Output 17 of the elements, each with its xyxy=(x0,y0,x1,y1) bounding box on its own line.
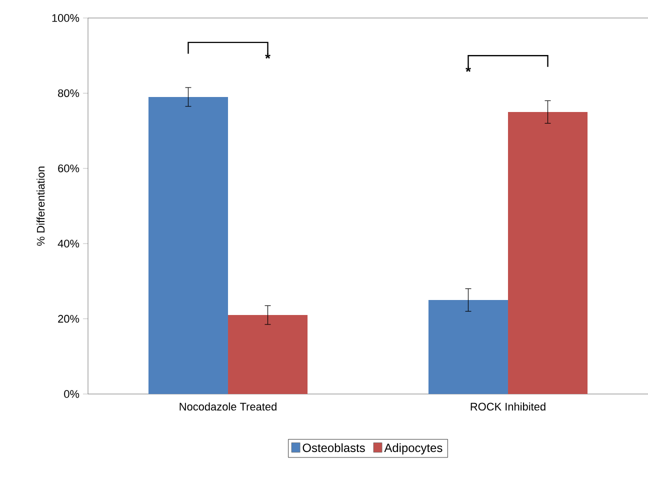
y-tick-label: 60% xyxy=(58,164,80,172)
bar xyxy=(228,315,308,394)
y-tick-label: 80% xyxy=(58,89,80,98)
y-tick-label: 40% xyxy=(58,240,80,248)
y-tick-label: 100% xyxy=(52,14,80,22)
y-axis-title: % Differentiation xyxy=(36,166,45,246)
annotation: * xyxy=(466,66,471,72)
x-tick-label: Nocodazole Treated xyxy=(180,402,276,411)
y-tick-label: 20% xyxy=(58,314,80,323)
annotation: * xyxy=(265,53,270,59)
legend-label: Adipocytes xyxy=(384,443,442,454)
y-tick-label: 0% xyxy=(64,390,80,398)
x-tick-label: ROCK Inhibited xyxy=(470,402,546,411)
bar xyxy=(428,300,508,394)
bar xyxy=(148,96,228,394)
legend-label: Osteoblasts xyxy=(302,443,365,452)
bar xyxy=(508,112,588,394)
